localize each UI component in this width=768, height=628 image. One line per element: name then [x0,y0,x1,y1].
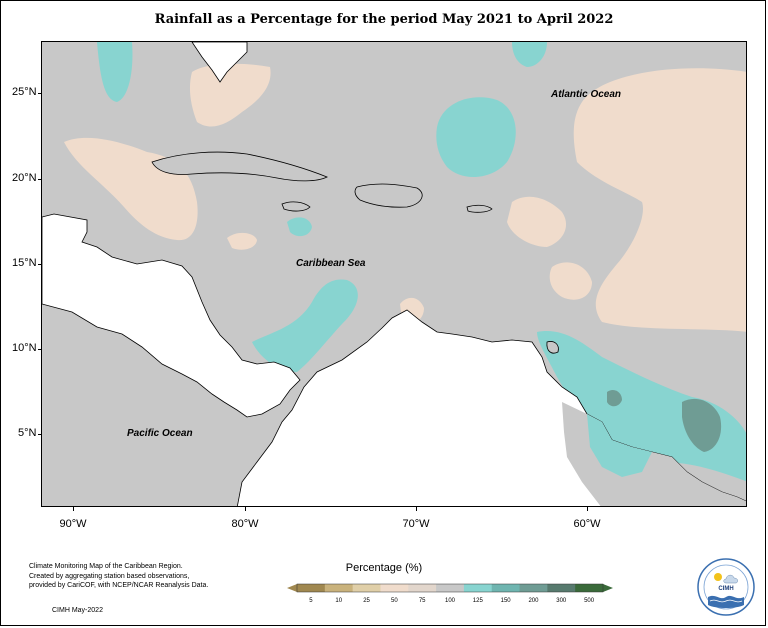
pacific-ocean-label: Pacific Ocean [127,428,193,439]
lon-tick [245,507,246,511]
lat-tick [38,179,42,180]
dry-area-atlantic [573,68,746,332]
lon-tick [416,507,417,511]
land-florida [191,42,248,83]
wet-area-guiana-land [587,414,652,477]
land-jamaica [281,201,311,212]
lat-label-10n: 10°N [12,342,37,354]
wet-area-atlantic [436,97,516,178]
legend-tick-label: 100 [445,598,456,604]
lon-label-70w: 70°W [402,518,430,530]
legend-tick-label: 500 [584,598,595,604]
lat-tick [38,434,42,435]
cimh-logo-icon [697,558,755,616]
map-title: Rainfall as a Percentage for the period … [154,12,614,27]
notes-line-1: Climate Monitoring Map of the Caribbean … [29,563,183,570]
wet-area-northwest [97,42,133,102]
wet-area-jamaica [287,217,312,237]
legend-title: Percentage (%) [345,562,423,574]
legend-swatch [491,584,521,592]
legend-arrow-left [287,584,297,592]
lat-tick [38,93,42,94]
legend-swatch [547,584,576,592]
very-wet-area-suriname [682,398,722,452]
legend-tick-label: 125 [473,598,484,604]
legend-tick-label: 200 [528,598,539,604]
legend-outline [296,583,604,593]
credit-text: CIMH May-2022 [52,607,103,614]
notes-line-2: Created by aggregating station based obs… [29,572,190,580]
legend-tick-label: 10 [335,598,342,604]
dry-area-windward [549,262,592,300]
lon-label-60w: 60°W [573,518,601,530]
land-puerto-rico [466,204,493,213]
lat-label-20n: 20°N [12,172,37,184]
legend-swatch [575,584,604,592]
legend-swatch [436,584,465,592]
lon-tick [73,507,74,511]
legend-tick-label: 150 [501,598,512,604]
rainfall-map: Atlantic Ocean Caribbean Sea Pacific Oce… [41,41,747,507]
lon-label-80w: 80°W [231,518,259,530]
dry-area-leeward [507,196,567,247]
legend-swatch [408,584,437,592]
cimh-logo: CIMH [696,557,756,617]
legend-arrow-right [603,584,613,592]
land-cuba [151,151,328,182]
land-central-america [42,213,301,418]
legend-tick-label: 50 [391,598,398,604]
legend-swatch [463,584,493,592]
map-canvas [42,42,746,506]
legend-swatch [324,584,354,592]
legend-tick-label: 75 [419,598,426,604]
lat-label-5n: 5°N [18,427,37,439]
legend-swatch [352,584,381,592]
wet-area-north [512,42,547,67]
legend-colorbar: 5 10 25 50 75 100 125 150 200 300 500 [285,580,615,610]
land-hispaniola [354,183,423,208]
logo-text: CIMH [718,586,734,592]
dry-area-honduras [227,232,257,250]
very-wet-area-guyana [607,389,622,407]
notes-line-3: provided by CariCOF, with NCEP/NCAR Rean… [29,582,209,589]
legend-swatch [297,584,326,592]
lat-tick [38,264,42,265]
wet-area-colombia [252,279,358,372]
lat-tick [38,349,42,350]
land-trinidad [546,341,559,354]
land-guiana-gray [562,402,746,506]
legend-svg: 5 10 25 50 75 100 125 150 200 300 500 [287,583,613,604]
legend-tick-label: 300 [556,598,567,604]
lon-tick [587,507,588,511]
legend-tick-label: 25 [363,598,370,604]
legend-swatch [380,584,409,592]
legend-swatch [519,584,548,592]
lat-label-25n: 25°N [12,86,37,98]
map-notes: Climate Monitoring Map of the Caribbean … [29,562,229,591]
lon-label-90w: 90°W [59,518,87,530]
legend-tick-label: 5 [309,598,313,604]
lat-label-15n: 15°N [12,257,37,269]
caribbean-sea-label: Caribbean Sea [296,258,366,269]
dry-area-florida [189,63,271,127]
atlantic-ocean-label: Atlantic Ocean [551,89,622,100]
